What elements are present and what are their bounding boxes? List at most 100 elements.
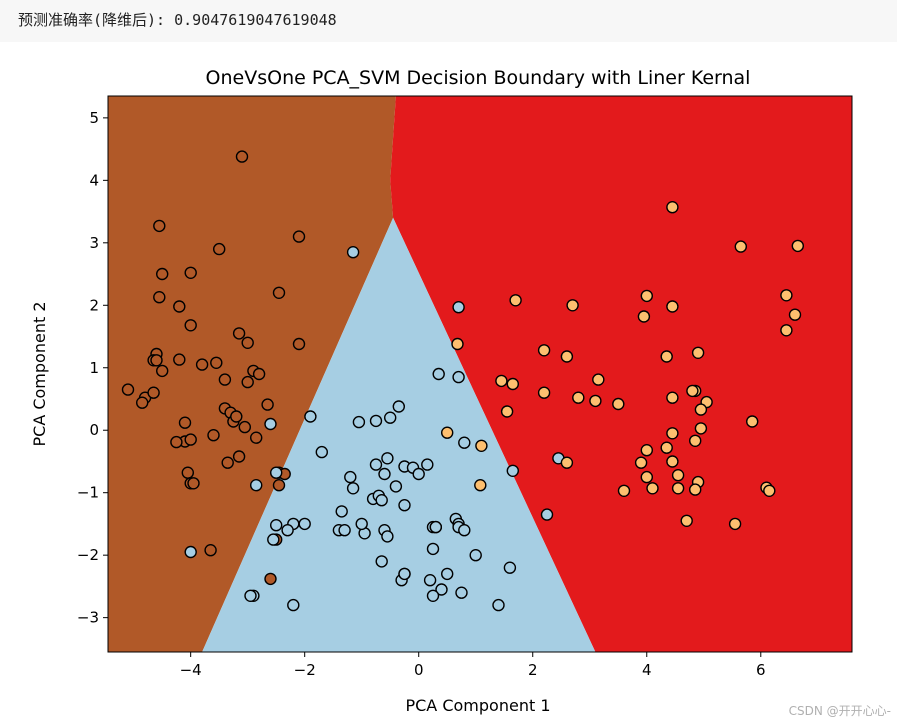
data-point-class-2 xyxy=(560,456,574,469)
data-point-class-2 xyxy=(694,403,708,416)
data-point-class-2 xyxy=(566,299,579,312)
data-point-class-2 xyxy=(689,483,702,496)
x-axis-ticks: −4 −2 0 2 4 6 xyxy=(180,652,766,679)
data-point-class-0 xyxy=(170,435,183,449)
data-point-class-0 xyxy=(153,291,166,304)
data-point-class-2 xyxy=(634,456,648,469)
data-point-class-1 xyxy=(184,545,197,559)
data-point-class-1 xyxy=(381,452,394,465)
data-point-class-1 xyxy=(421,458,434,471)
data-point-class-1 xyxy=(369,414,383,428)
data-point-class-1 xyxy=(426,542,440,556)
data-point-class-1 xyxy=(287,598,300,612)
data-point-class-2 xyxy=(572,391,585,404)
data-point-class-2 xyxy=(780,324,793,337)
data-point-class-1 xyxy=(423,574,437,587)
data-point-class-2 xyxy=(560,350,574,363)
data-point-class-1 xyxy=(381,530,394,543)
data-point-class-1 xyxy=(298,517,311,531)
data-point-class-1 xyxy=(503,561,517,574)
data-point-class-1 xyxy=(458,436,471,449)
data-point-class-1 xyxy=(455,586,468,599)
data-point-class-1 xyxy=(375,555,388,568)
y-tick-label: 4 xyxy=(89,171,99,189)
data-point-class-1 xyxy=(270,519,283,532)
data-point-class-0 xyxy=(272,479,286,492)
data-point-class-2 xyxy=(689,434,702,447)
data-point-class-1 xyxy=(426,589,440,602)
y-tick-label: −3 xyxy=(77,609,99,627)
y-tick-label: 0 xyxy=(89,421,99,439)
data-point-class-0 xyxy=(252,367,266,381)
x-tick-label: 4 xyxy=(642,661,652,679)
data-point-class-2 xyxy=(612,397,625,411)
data-point-class-1 xyxy=(469,549,482,562)
data-point-class-2 xyxy=(780,289,793,302)
data-point-class-0 xyxy=(235,150,249,163)
data-point-class-0 xyxy=(173,300,186,313)
data-point-class-2 xyxy=(694,422,708,435)
data-point-class-2 xyxy=(666,427,679,440)
data-point-class-0 xyxy=(173,353,186,366)
y-axis-ticks: −3 −2 −1 0 1 2 3 4 5 xyxy=(77,109,108,627)
y-tick-label: 5 xyxy=(89,109,99,127)
data-point-class-0 xyxy=(261,398,274,411)
data-point-class-1 xyxy=(250,479,263,492)
data-point-class-0 xyxy=(241,336,254,349)
data-point-class-2 xyxy=(746,415,759,428)
data-point-class-1 xyxy=(412,467,425,481)
data-point-class-0 xyxy=(207,429,220,442)
data-point-class-1 xyxy=(335,505,348,518)
data-point-class-0 xyxy=(150,354,163,367)
y-tick-label: −2 xyxy=(77,546,99,564)
data-point-class-0 xyxy=(184,266,197,279)
data-point-class-0 xyxy=(195,358,209,371)
data-point-class-0 xyxy=(187,477,200,490)
data-point-class-2 xyxy=(506,377,519,391)
data-point-class-1 xyxy=(304,410,317,423)
y-tick-label: 3 xyxy=(89,234,99,252)
data-point-class-0 xyxy=(121,383,135,396)
data-point-class-1 xyxy=(441,567,454,581)
data-point-class-2 xyxy=(666,455,679,468)
data-point-class-2 xyxy=(474,479,487,492)
data-point-class-1 xyxy=(392,400,405,413)
y-tick-label: −1 xyxy=(77,484,99,502)
data-point-class-0 xyxy=(184,319,197,332)
plot-frame xyxy=(107,95,853,653)
data-point-class-2 xyxy=(592,373,605,386)
data-point-class-0 xyxy=(250,431,263,444)
data-point-class-0 xyxy=(238,420,252,434)
data-point-class-2 xyxy=(660,350,673,363)
data-point-class-0 xyxy=(218,373,232,386)
data-point-class-1 xyxy=(355,517,368,531)
data-point-class-2 xyxy=(537,344,551,357)
data-point-class-1 xyxy=(384,411,397,424)
data-point-class-1 xyxy=(378,467,391,481)
data-point-class-0 xyxy=(292,230,306,243)
data-point-class-2 xyxy=(671,469,685,482)
data-point-class-2 xyxy=(640,289,653,303)
data-point-class-1 xyxy=(452,370,465,384)
data-point-class-1 xyxy=(315,445,328,459)
data-point-class-0 xyxy=(210,356,223,369)
data-point-class-0 xyxy=(204,544,217,557)
data-point-class-2 xyxy=(666,200,679,214)
data-point-class-2 xyxy=(680,514,693,527)
x-tick-label: −4 xyxy=(180,661,202,679)
data-point-class-0 xyxy=(264,572,277,586)
data-point-class-1 xyxy=(492,598,505,612)
data-point-class-2 xyxy=(500,405,514,418)
data-point-class-0 xyxy=(155,364,169,378)
data-point-class-1 xyxy=(264,417,277,431)
csdn-watermark: CSDN @开开心心- xyxy=(788,704,891,718)
data-point-class-0 xyxy=(178,416,192,429)
data-point-class-1 xyxy=(352,415,366,429)
data-point-class-2 xyxy=(589,394,602,408)
data-point-class-2 xyxy=(728,517,742,531)
data-point-class-1 xyxy=(244,589,257,602)
data-point-class-2 xyxy=(763,484,776,497)
data-point-class-1 xyxy=(346,482,360,495)
data-point-class-1 xyxy=(429,520,442,534)
